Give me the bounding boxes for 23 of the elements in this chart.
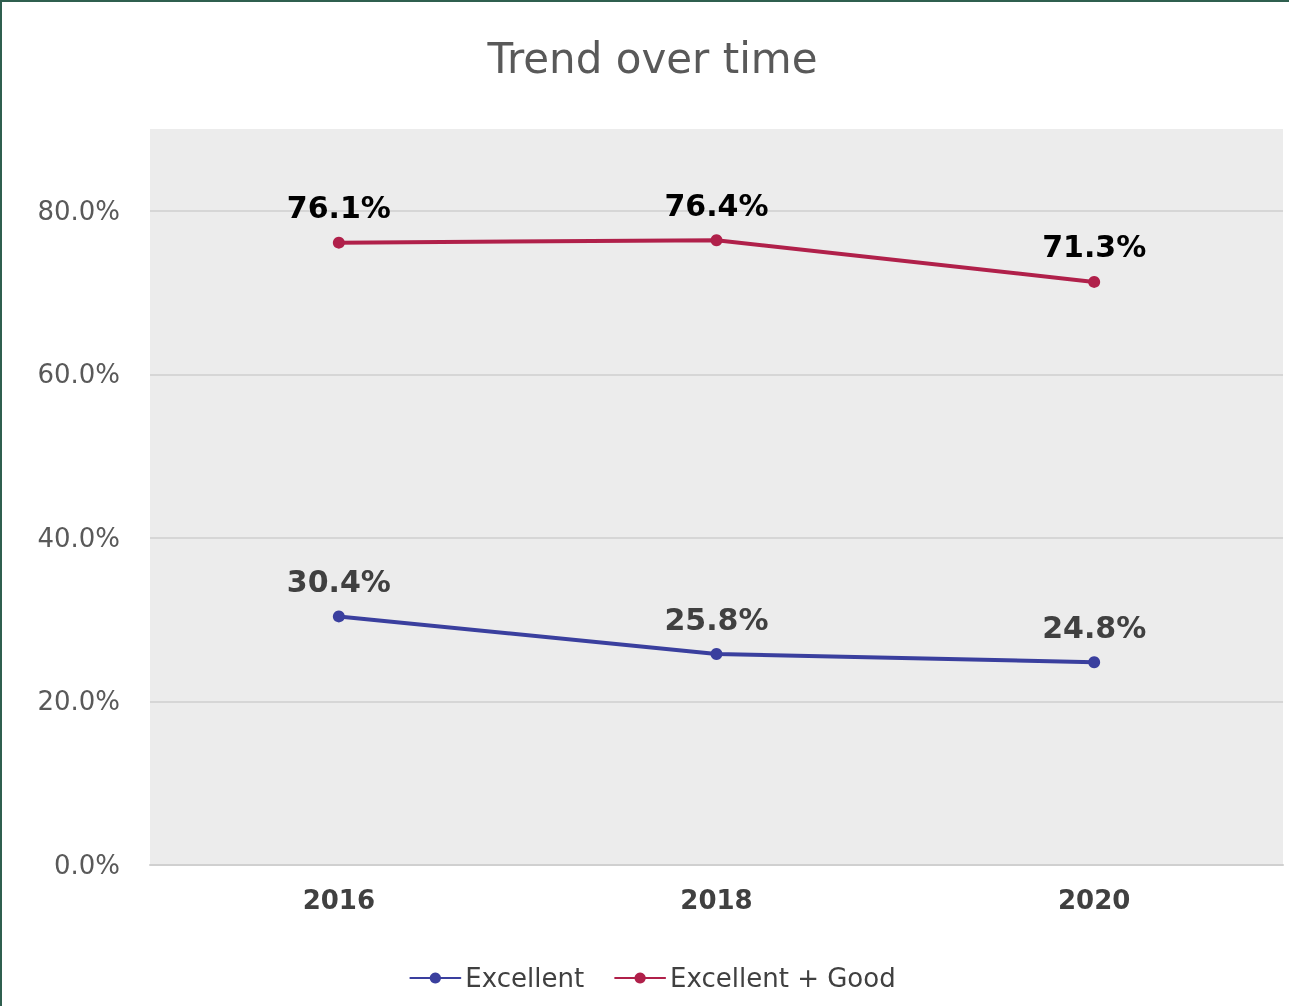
x-tick-label: 2020 (1057, 885, 1131, 915)
y-tick-label: 80.0% (37, 195, 120, 226)
data-label: 76.1% (286, 190, 391, 226)
point (1088, 656, 1101, 669)
data-label: 76.4% (664, 187, 769, 223)
legend-label: Excellent (465, 963, 585, 993)
chart-title: Trend over time (486, 33, 818, 83)
x-tick-label: 2016 (302, 885, 376, 915)
y-tick-label: 0.0% (53, 850, 120, 880)
y-tick-label: 40.0% (37, 522, 120, 553)
y-tick-label: 20.0% (37, 686, 120, 717)
data-label: 25.8% (664, 601, 769, 637)
x-tick-label: 2018 (680, 885, 753, 915)
point (710, 648, 723, 661)
point (1088, 275, 1101, 288)
point (710, 234, 723, 247)
point (332, 236, 345, 249)
data-label: 24.8% (1042, 609, 1147, 645)
point (332, 610, 345, 623)
legend-label: Excellent + Good (670, 963, 896, 993)
data-label: 30.4% (286, 563, 391, 599)
data-label: 71.3% (1042, 229, 1147, 265)
y-tick-label: 60.0% (37, 359, 120, 390)
